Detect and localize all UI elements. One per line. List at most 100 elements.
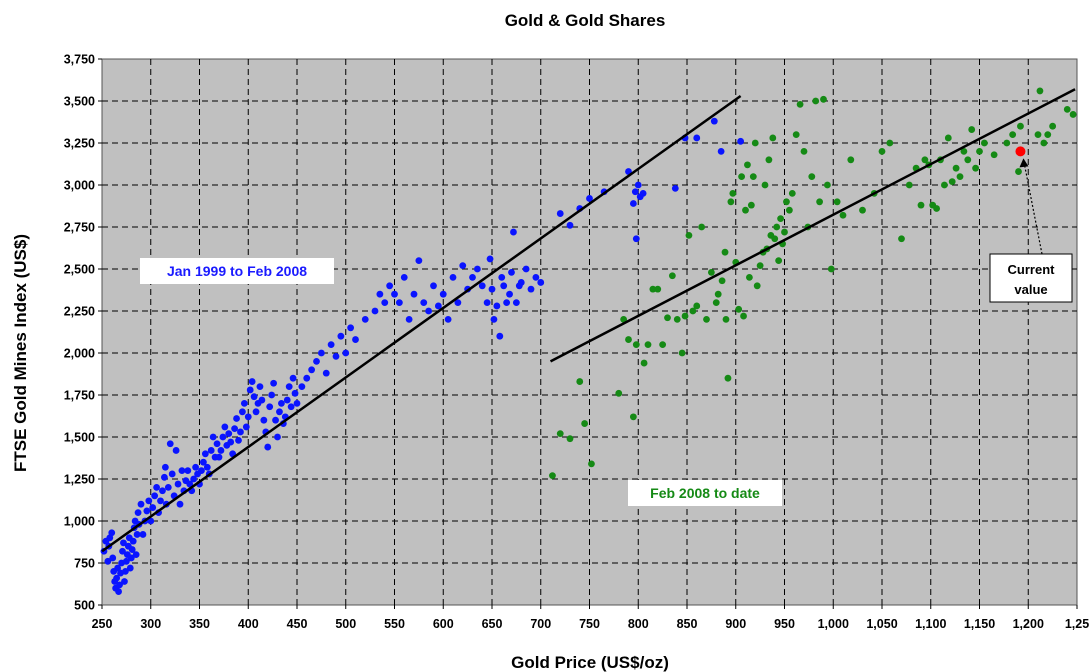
point-1999-2008 <box>347 324 355 332</box>
point-1999-2008 <box>459 262 467 270</box>
point-2008-to-date <box>724 374 732 382</box>
point-2008-to-date <box>765 156 773 164</box>
point-2008-to-date <box>707 268 715 276</box>
point-2008-to-date <box>718 277 726 285</box>
point-1999-2008 <box>129 537 137 545</box>
point-1999-2008 <box>113 574 121 582</box>
point-1999-2008 <box>391 290 398 298</box>
point-2008-to-date <box>664 314 671 322</box>
point-2008-to-date <box>847 156 855 164</box>
point-2008-to-date <box>960 148 968 155</box>
point-1999-2008 <box>203 463 211 471</box>
point-1999-2008 <box>219 433 227 441</box>
point-2008-to-date <box>808 173 816 181</box>
point-1999-2008 <box>127 554 135 562</box>
point-2008-to-date <box>685 232 693 239</box>
point-2008-to-date <box>777 215 784 223</box>
point-1999-2008 <box>115 588 122 595</box>
point-1999-2008 <box>376 290 384 298</box>
y-tick-label: 3,000 <box>64 179 95 193</box>
point-1999-2008 <box>556 210 564 217</box>
point-2008-to-date <box>968 126 976 133</box>
point-1999-2008 <box>496 332 504 340</box>
y-tick-label: 1,000 <box>64 515 95 529</box>
point-2008-to-date <box>727 198 735 206</box>
point-2008-to-date <box>615 389 623 397</box>
point-1999-2008 <box>434 302 442 310</box>
point-2008-to-date <box>644 341 652 348</box>
point-2008-to-date <box>722 316 730 323</box>
point-1999-2008 <box>737 137 745 145</box>
point-1999-2008 <box>190 475 198 483</box>
point-1999-2008 <box>200 458 207 466</box>
point-1999-2008 <box>425 307 433 315</box>
point-1999-2008 <box>478 282 486 290</box>
point-2008-to-date <box>948 178 956 186</box>
point-2008-to-date <box>833 198 841 206</box>
point-2008-to-date <box>761 181 769 189</box>
point-1999-2008 <box>639 190 647 197</box>
point-1999-2008 <box>172 447 180 454</box>
point-2008-to-date <box>588 460 595 468</box>
point-1999-2008 <box>109 554 117 562</box>
point-1999-2008 <box>405 316 413 323</box>
point-2008-to-date <box>775 257 783 264</box>
point-1999-2008 <box>268 391 276 399</box>
x-tick-label: 700 <box>530 617 551 631</box>
point-1999-2008 <box>337 332 345 340</box>
point-1999-2008 <box>225 430 233 438</box>
point-2008-to-date <box>921 156 929 164</box>
point-1999-2008 <box>246 386 254 394</box>
point-1999-2008 <box>122 557 130 565</box>
point-2008-to-date <box>788 190 796 197</box>
point-1999-2008 <box>240 400 248 407</box>
point-2008-to-date <box>756 262 764 270</box>
label-2008-to-date: Feb 2008 to date <box>650 485 760 501</box>
point-1999-2008 <box>629 200 637 207</box>
point-2008-to-date <box>1003 139 1011 147</box>
annotations: Jan 1999 to Feb 2008 Feb 2008 to date Curr… <box>140 158 1073 506</box>
current-value-arrowhead <box>1019 158 1029 168</box>
current-value-label-line1: Current <box>1008 262 1056 277</box>
point-2008-to-date <box>933 205 940 212</box>
point-1999-2008 <box>503 299 511 306</box>
point-1999-2008 <box>522 265 530 273</box>
trendline-1999-2008 <box>101 94 742 553</box>
point-1999-2008 <box>250 393 258 401</box>
point-1999-2008 <box>493 302 501 310</box>
point-1999-2008 <box>248 378 256 385</box>
point-2008-to-date <box>721 248 729 256</box>
point-1999-2008 <box>260 416 268 424</box>
x-tick-label: 750 <box>579 617 600 631</box>
y-tick-label: 1,750 <box>64 389 95 403</box>
point-2008-to-date <box>941 181 948 189</box>
point-1999-2008 <box>217 447 225 454</box>
label-box-1999-2008 <box>140 258 334 284</box>
point-1999-2008 <box>386 282 394 290</box>
point-2008-to-date <box>886 139 894 147</box>
y-tick-label: 2,750 <box>64 221 95 235</box>
point-2008-to-date <box>769 134 777 142</box>
point-1999-2008 <box>371 307 379 315</box>
point-2008-to-date <box>729 190 737 197</box>
point-2008-to-date <box>796 100 804 108</box>
point-1999-2008 <box>381 299 389 306</box>
point-2008-to-date <box>839 211 847 219</box>
point-2008-to-date <box>668 272 676 280</box>
point-1999-2008 <box>213 440 221 448</box>
point-1999-2008 <box>192 463 200 471</box>
x-tick-label: 550 <box>384 617 405 631</box>
point-2008-to-date <box>785 206 793 214</box>
point-2008-to-date <box>753 282 761 290</box>
point-1999-2008 <box>132 551 140 558</box>
point-1999-2008 <box>161 463 169 471</box>
point-2008-to-date <box>576 378 584 385</box>
point-2008-to-date <box>964 156 972 164</box>
x-tick-label: 450 <box>287 617 308 631</box>
point-2008-to-date <box>800 148 808 155</box>
point-1999-2008 <box>298 383 306 390</box>
point-2008-to-date <box>1069 111 1077 118</box>
y-tick-label: 3,500 <box>64 95 95 109</box>
point-2008-to-date <box>1017 122 1024 130</box>
point-1999-2008 <box>508 268 515 276</box>
